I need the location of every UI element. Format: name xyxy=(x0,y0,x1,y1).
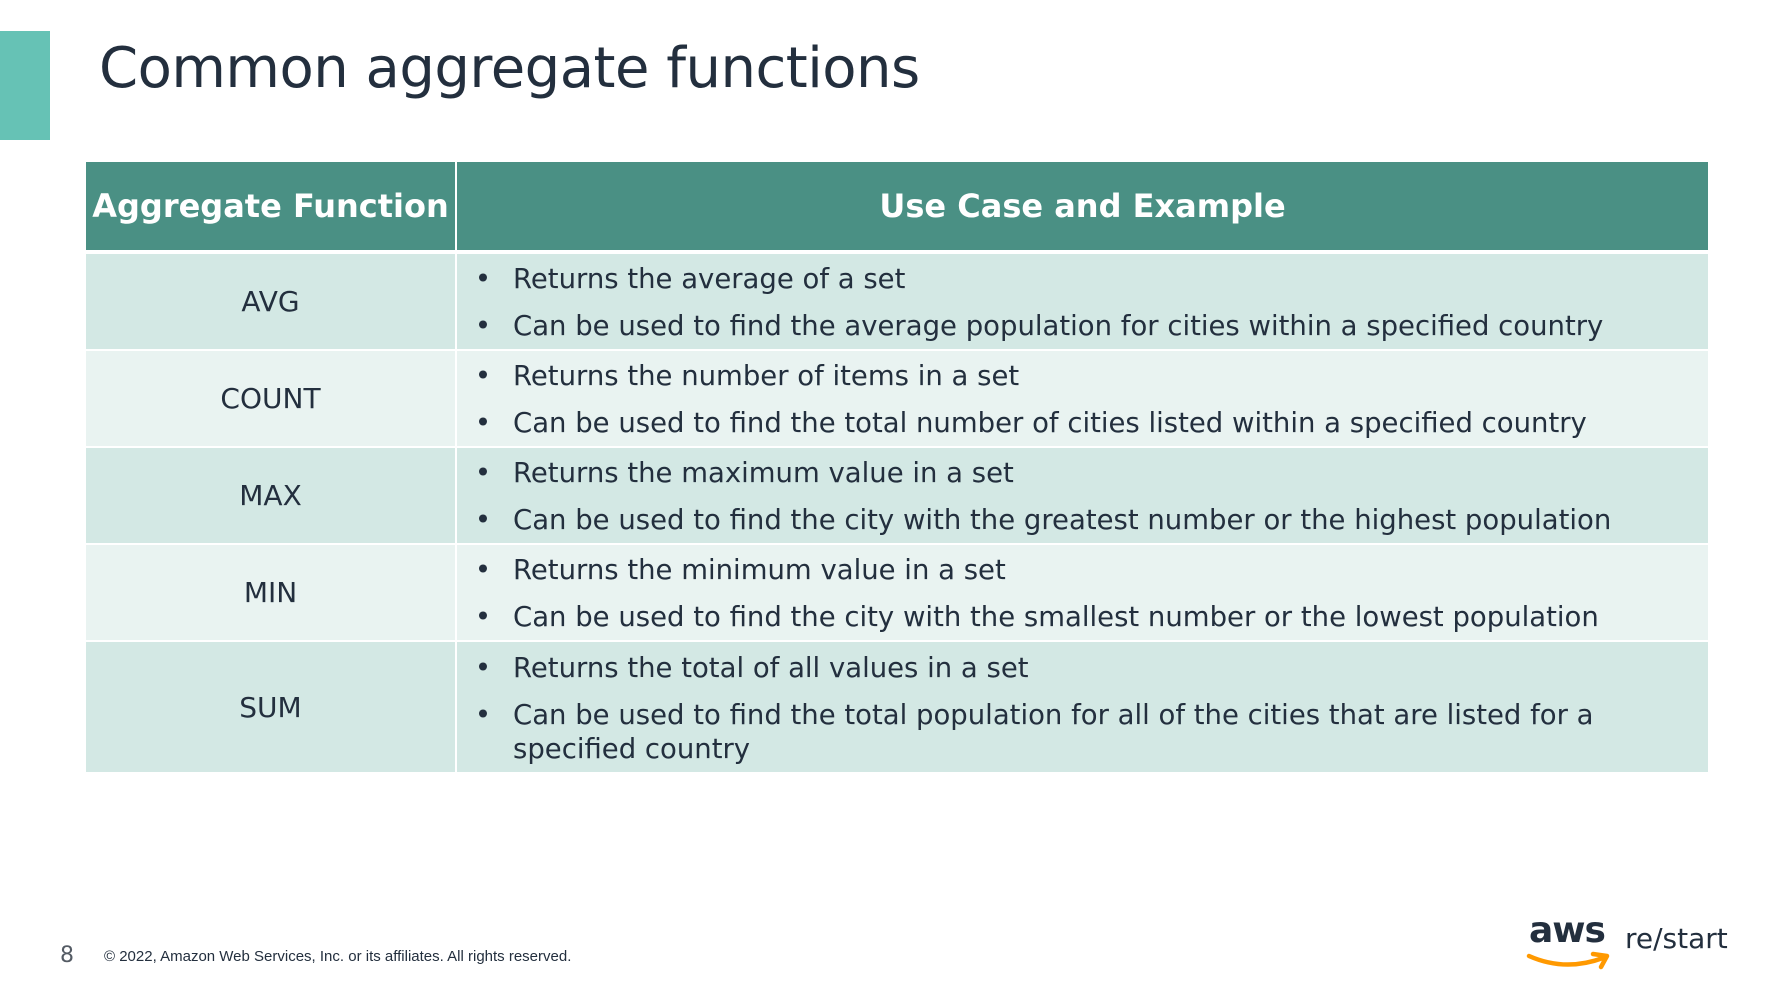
bullet-icon: • xyxy=(474,651,492,684)
header-use-case: Use Case and Example xyxy=(456,162,1708,254)
slide-title: Common aggregate functions xyxy=(99,36,920,101)
list-item: • Can be used to find the city with the g… xyxy=(475,503,1688,537)
table-row-max: MAX • Returns the maximum value in a set … xyxy=(86,447,1708,545)
function-name-cell: MAX xyxy=(86,447,457,545)
aws-smile-arrow-icon xyxy=(1526,951,1610,970)
aggregate-functions-table: Aggregate Function Use Case and Example … xyxy=(86,162,1708,774)
slide-number: 8 xyxy=(60,943,74,968)
list-item: • Returns the number of items in a set xyxy=(475,359,1688,393)
function-name-cell: COUNT xyxy=(86,350,457,448)
table-row-sum: SUM • Returns the total of all values in … xyxy=(86,641,1708,774)
bullet-icon: • xyxy=(474,554,492,586)
function-name-cell: AVG xyxy=(86,252,457,351)
use-case-text: Can be used to find the average populati… xyxy=(513,310,1604,342)
function-name-cell: SUM xyxy=(86,641,457,774)
bullet-icon: • xyxy=(474,457,492,489)
use-case-list: • Returns the number of items in a set • C… xyxy=(457,351,1708,446)
table-row-count: COUNT • Returns the number of items in a … xyxy=(86,350,1708,448)
use-case-cell: • Returns the minimum value in a set • Can… xyxy=(456,544,1708,642)
use-case-text: Returns the total of all values in a set xyxy=(513,651,1029,684)
aws-wordmark: aws xyxy=(1529,910,1606,951)
bullet-icon: • xyxy=(474,360,492,392)
title-accent-bar xyxy=(0,31,50,140)
use-case-list: • Returns the total of all values in a se… xyxy=(457,643,1708,772)
use-case-list: • Returns the average of a set • Can be us… xyxy=(457,254,1708,349)
use-case-text: Can be used to find the city with the sm… xyxy=(513,601,1599,633)
use-case-cell: • Returns the number of items in a set • C… xyxy=(456,350,1708,448)
use-case-text: Can be used to find the city with the gr… xyxy=(513,504,1612,536)
header-aggregate-function: Aggregate Function xyxy=(86,162,457,254)
use-case-text: Returns the maximum value in a set xyxy=(513,457,1014,489)
use-case-list: • Returns the minimum value in a set • Can… xyxy=(457,545,1708,640)
list-item: • Can be used to find the city with the s… xyxy=(475,600,1688,634)
table-row-min: MIN • Returns the minimum value in a set … xyxy=(86,544,1708,642)
list-item: • Can be used to find the total populatio… xyxy=(475,698,1688,766)
list-item: • Can be used to find the average populat… xyxy=(475,309,1688,343)
bullet-icon: • xyxy=(474,310,492,342)
list-item: • Returns the minimum value in a set xyxy=(475,553,1688,587)
copyright-notice: © 2022, Amazon Web Services, Inc. or its… xyxy=(104,948,572,965)
use-case-text: Can be used to find the total population… xyxy=(513,698,1594,765)
list-item: • Returns the maximum value in a set xyxy=(475,456,1688,490)
restart-wordmark: re/start xyxy=(1625,922,1728,955)
table-row-avg: AVG • Returns the average of a set • Can b… xyxy=(86,252,1708,351)
use-case-text: Returns the number of items in a set xyxy=(513,360,1020,392)
aws-restart-logo: aws re/start xyxy=(1525,910,1728,976)
use-case-cell: • Returns the average of a set • Can be us… xyxy=(456,252,1708,351)
use-case-text: Returns the minimum value in a set xyxy=(513,554,1006,586)
use-case-list: • Returns the maximum value in a set • Can… xyxy=(457,448,1708,543)
aggregate-functions-table-container: Aggregate Function Use Case and Example … xyxy=(86,162,1708,774)
bullet-icon: • xyxy=(474,504,492,536)
use-case-cell: • Returns the maximum value in a set • Can… xyxy=(456,447,1708,545)
table-header-row: Aggregate Function Use Case and Example xyxy=(86,162,1708,254)
list-item: • Returns the total of all values in a se… xyxy=(475,651,1688,685)
bullet-icon: • xyxy=(474,698,492,731)
use-case-text: Can be used to find the total number of … xyxy=(513,407,1587,439)
function-name-cell: MIN xyxy=(86,544,457,642)
bullet-icon: • xyxy=(474,263,492,295)
use-case-cell: • Returns the total of all values in a se… xyxy=(456,641,1708,774)
list-item: • Can be used to find the total number of… xyxy=(475,406,1688,440)
bullet-icon: • xyxy=(474,407,492,439)
use-case-text: Returns the average of a set xyxy=(513,263,906,295)
bullet-icon: • xyxy=(474,601,492,633)
list-item: • Returns the average of a set xyxy=(475,262,1688,296)
